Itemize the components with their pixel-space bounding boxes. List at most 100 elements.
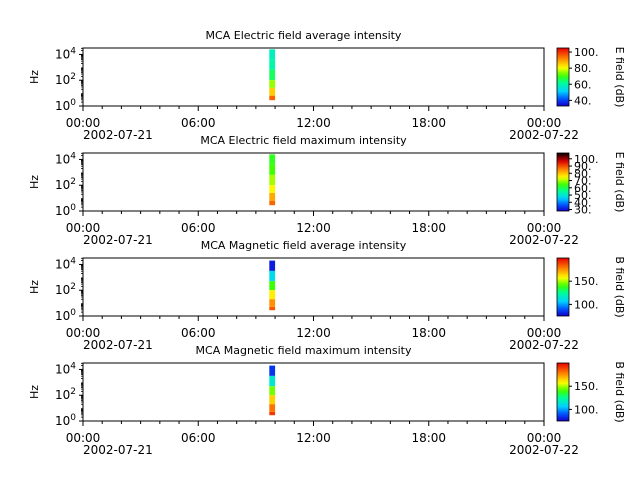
x-start-date: 2002-07-21 [83,128,153,142]
colorbar-tick-label: 100. [574,153,599,166]
y-tick-label: 104 [55,256,76,271]
x-end-date: 2002-07-22 [509,338,579,352]
x-tick-label: 00:00 [66,431,101,445]
y-axis-label: Hz [28,175,41,189]
x-end-date: 2002-07-22 [509,233,579,247]
y-tick-label: 104 [55,46,76,61]
colorbar-tick-label: 150. [574,380,599,393]
x-tick-label: 06:00 [181,221,216,235]
x-end-date: 2002-07-22 [509,443,579,457]
plot-frame [82,362,545,422]
spectrogram-cell [269,164,276,175]
spectrogram-cell [269,174,276,186]
y-tick-label: 102 [55,72,76,87]
spectrogram-cell [269,395,276,405]
spectrogram [269,154,276,206]
spectrogram [269,260,276,311]
chart-title: MCA Electric field average intensity [206,29,402,42]
x-start-date: 2002-07-21 [83,233,153,247]
x-tick-label: 00:00 [66,116,101,130]
spectrogram-cell [269,281,276,291]
x-tick-label: 18:00 [411,326,446,340]
x-tick-label: 00:00 [66,326,101,340]
spectrogram-cell [269,49,276,60]
chart-title: MCA Electric field maximum intensity [200,134,407,147]
spectrogram [269,49,276,101]
x-start-date: 2002-07-21 [83,338,153,352]
colorbar-tick-label: 80. [574,62,592,75]
y-tick-label: 102 [55,282,76,297]
spectrogram-cell [269,365,276,376]
chart-title: MCA Magnetic field maximum intensity [196,344,412,357]
spectrogram-cell [269,154,276,165]
colorbar [556,47,570,107]
colorbar [556,152,570,212]
panel-4: MCA Magnetic field maximum intensity 100 1… [28,344,626,457]
x-tick-label: 18:00 [411,431,446,445]
x-tick-label: 12:00 [296,116,331,130]
plot-frame [82,47,545,107]
colorbar-tick-label: 90. [574,160,592,173]
colorbar-tick-label: 60. [574,182,592,195]
colorbar-tick-label: 100. [574,298,599,311]
x-tick-label: 12:00 [296,221,331,235]
colorbar-label: B field (dB) [613,361,626,422]
colorbar [556,257,570,317]
chart-title: MCA Magnetic field average intensity [201,239,407,252]
colorbar-tick-label: 50. [574,189,592,202]
colorbar [556,362,570,422]
y-axis-label: Hz [28,385,41,399]
x-end-date: 2002-07-22 [509,128,579,142]
spectrogram-cell [269,80,276,88]
panel-2: MCA Electric field maximum intensity 100 1… [28,134,626,247]
x-tick-label: 12:00 [296,326,331,340]
colorbar-label: B field (dB) [613,256,626,317]
spectrogram-cell [269,375,276,387]
x-tick-label: 00:00 [527,326,562,340]
colorbar-tick-label: 100. [574,403,599,416]
x-start-date: 2002-07-21 [83,443,153,457]
spectrogram-cell [269,69,276,81]
panel-1: MCA Electric field average intensity 100 1… [28,29,626,142]
spectrogram-cell [269,270,276,282]
x-tick-label: 18:00 [411,221,446,235]
x-tick-label: 00:00 [527,431,562,445]
x-tick-label: 12:00 [296,431,331,445]
x-tick-label: 00:00 [527,221,562,235]
spectrogram [269,365,276,416]
y-tick-label: 100 [55,98,76,113]
x-tick-label: 00:00 [66,221,101,235]
colorbar-tick-label: 40. [574,196,592,209]
colorbar-tick-label: 70. [574,175,592,188]
x-tick-label: 06:00 [181,431,216,445]
y-tick-label: 100 [55,203,76,218]
colorbar-tick-label: 40. [574,94,592,107]
spectrogram-cell [269,412,276,416]
y-tick-label: 102 [55,177,76,192]
x-tick-label: 06:00 [181,116,216,130]
spectrogram-cell [269,307,276,311]
spectrogram-cell [269,193,276,201]
y-tick-label: 100 [55,308,76,323]
y-tick-label: 104 [55,151,76,166]
colorbar-label: E field (dB) [613,47,626,108]
colorbar-tick-label: 80. [574,167,592,180]
panel-3: MCA Magnetic field average intensity 100 1… [28,239,626,352]
spectrogram-cell [269,200,276,206]
y-axis-label: Hz [28,70,41,84]
colorbar-label: E field (dB) [613,152,626,213]
spectrogram-cell [269,386,276,396]
colorbar-tick-label: 100. [574,46,599,59]
spectrogram-cell [269,185,276,193]
spectrogram-cell [269,59,276,70]
x-tick-label: 06:00 [181,326,216,340]
spectrogram-cell [269,260,276,271]
colorbar-tick-label: 150. [574,275,599,288]
colorbar-tick-label: 30. [574,204,592,217]
plot-frame [82,152,545,212]
y-tick-label: 100 [55,413,76,428]
spectrogram-cell [269,299,276,307]
y-tick-label: 102 [55,387,76,402]
spectrogram-cell [269,88,276,96]
y-axis-label: Hz [28,280,41,294]
